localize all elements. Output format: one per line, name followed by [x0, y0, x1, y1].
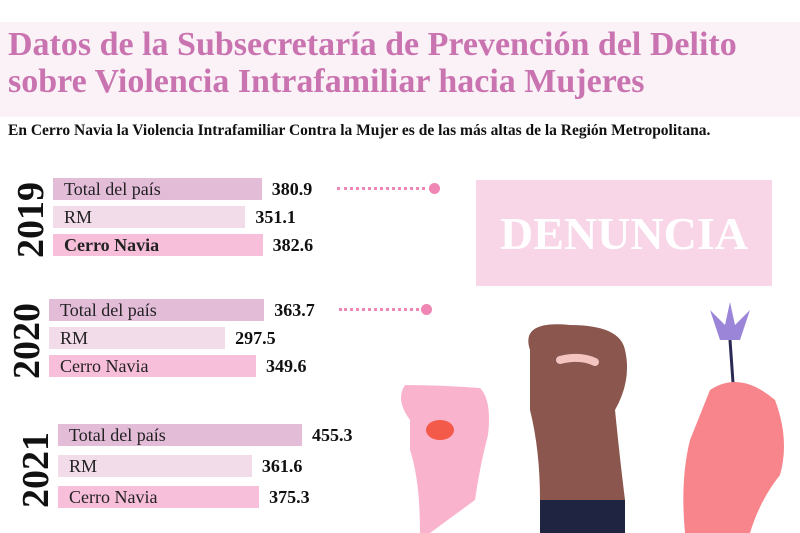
year-label: 2019: [10, 182, 52, 258]
title-line-2: sobre Violencia Intrafamiliar hacia Muje…: [8, 63, 737, 100]
data-label: 297.5: [235, 328, 276, 348]
dark-fist-icon: [528, 324, 628, 533]
data-label: 361.6: [261, 456, 303, 476]
page-title: Datos de la Subsecretaría de Prevención …: [8, 26, 737, 100]
bar-cerro-navia-2021: Cerro Navia: [58, 486, 260, 508]
data-label: 382.6: [272, 235, 314, 255]
denuncia-badge: DENUNCIA: [476, 180, 772, 286]
bar-rm-2021: RM: [58, 455, 252, 477]
data-label: 363.7: [274, 300, 315, 320]
title-background: [0, 22, 800, 117]
bar-rm-2020: RM: [49, 327, 226, 349]
leader-dot: [421, 304, 433, 315]
dotted-leader-line: [336, 187, 432, 190]
data-label: 349.6: [265, 356, 307, 376]
bar-total-2020: Total del país: [49, 299, 265, 321]
year-label: 2020: [6, 303, 48, 379]
data-label: 351.1: [255, 207, 296, 227]
dotted-leader-line: [339, 308, 425, 311]
data-label: 455.3: [312, 425, 353, 445]
light-pink-fist-icon: [401, 385, 489, 533]
title-emphasis: Violencia Intrafamiliar hacia Mujeres: [94, 63, 645, 100]
bar-cerro-navia-2020: Cerro Navia: [49, 355, 256, 377]
leader-dot: [428, 183, 440, 194]
hand-with-flower-icon: [683, 302, 784, 533]
raised-fists-illustration: [401, 302, 784, 533]
year-label: 2021: [15, 432, 57, 508]
data-label: 380.9: [271, 179, 313, 199]
title-line-1: Datos de la Subsecretaría de Prevención …: [8, 26, 737, 63]
bar-total-2019: Total del país: [53, 178, 262, 200]
subtitle: En Cerro Navia la Violencia Intrafamilia…: [8, 122, 711, 139]
bar-cerro-navia-2019: Cerro Navia: [53, 234, 263, 256]
data-label: 375.3: [269, 487, 310, 507]
title-prefix: sobre: [8, 63, 95, 100]
bar-rm-2019: RM: [53, 206, 246, 228]
bar-total-2021: Total del país: [58, 424, 303, 446]
